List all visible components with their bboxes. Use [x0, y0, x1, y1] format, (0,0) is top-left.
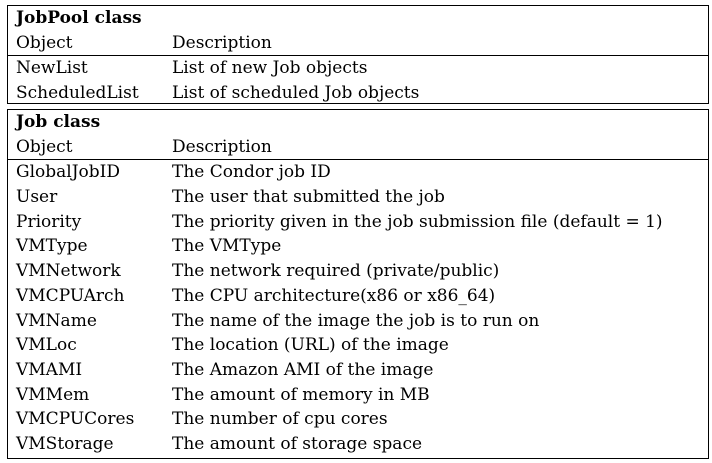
- object-cell: VMCPUArch: [16, 285, 125, 306]
- jobpool-header-object: Object: [16, 32, 73, 53]
- jobpool-class-table: JobPool class Object Description NewList…: [7, 5, 709, 104]
- object-cell: VMLoc: [16, 335, 77, 356]
- jobpool-header-description: Description: [172, 32, 272, 53]
- table-row: VMMem The amount of memory in MB: [8, 383, 708, 408]
- description-cell: The Condor job ID: [172, 162, 331, 183]
- table-row: ScheduledList List of scheduled Job obje…: [8, 81, 708, 106]
- job-header-rule: [8, 159, 708, 161]
- object-cell: VMNetwork: [16, 261, 121, 282]
- jobpool-table-title: JobPool class: [16, 8, 142, 28]
- jobpool-header-rule: [8, 55, 708, 57]
- table-row: VMCPUArch The CPU architecture(x86 or x8…: [8, 284, 708, 309]
- object-cell: Priority: [16, 211, 82, 232]
- table-row: VMNetwork The network required (private/…: [8, 259, 708, 284]
- description-cell: The CPU architecture(x86 or x86_64): [172, 285, 496, 306]
- object-cell: VMStorage: [16, 433, 114, 454]
- description-cell: List of new Job objects: [172, 58, 368, 79]
- object-cell: VMMem: [16, 384, 90, 405]
- job-class-table: Job class Object Description GlobalJobID…: [7, 109, 709, 459]
- table-row: VMLoc The location (URL) of the image: [8, 333, 708, 358]
- object-cell: GlobalJobID: [16, 162, 120, 183]
- description-cell: The VMType: [172, 236, 282, 257]
- table-row: User The user that submitted the job: [8, 185, 708, 210]
- description-cell: The amount of memory in MB: [172, 384, 430, 405]
- object-cell: VMCPUCores: [16, 409, 135, 430]
- job-table-title: Job class: [16, 112, 101, 132]
- table-row: VMStorage The amount of storage space: [8, 432, 708, 457]
- object-cell: ScheduledList: [16, 83, 139, 104]
- jobpool-header-row: Object Description: [8, 31, 708, 56]
- table-row: GlobalJobID The Condor job ID: [8, 160, 708, 185]
- job-header-description: Description: [172, 136, 272, 157]
- description-cell: The location (URL) of the image: [172, 335, 449, 356]
- object-cell: VMName: [16, 310, 97, 331]
- job-header-object: Object: [16, 136, 73, 157]
- description-cell: The network required (private/public): [172, 261, 500, 282]
- table-row: VMType The VMType: [8, 234, 708, 259]
- table-row: NewList List of new Job objects: [8, 56, 708, 81]
- table-row: VMName The name of the image the job is …: [8, 309, 708, 334]
- description-cell: The Amazon AMI of the image: [172, 359, 434, 380]
- object-cell: User: [16, 187, 58, 208]
- description-cell: List of scheduled Job objects: [172, 83, 420, 104]
- table-row: VMCPUCores The number of cpu cores: [8, 407, 708, 432]
- table-row: VMAMI The Amazon AMI of the image: [8, 358, 708, 383]
- description-cell: The name of the image the job is to run …: [172, 310, 540, 331]
- object-cell: NewList: [16, 58, 88, 79]
- job-header-row: Object Description: [8, 135, 708, 160]
- description-cell: The amount of storage space: [172, 433, 423, 454]
- description-cell: The number of cpu cores: [172, 409, 388, 430]
- object-cell: VMAMI: [16, 359, 83, 380]
- description-cell: The user that submitted the job: [172, 187, 445, 208]
- object-cell: VMType: [16, 236, 88, 257]
- table-row: Priority The priority given in the job s…: [8, 210, 708, 235]
- description-cell: The priority given in the job submission…: [172, 211, 663, 232]
